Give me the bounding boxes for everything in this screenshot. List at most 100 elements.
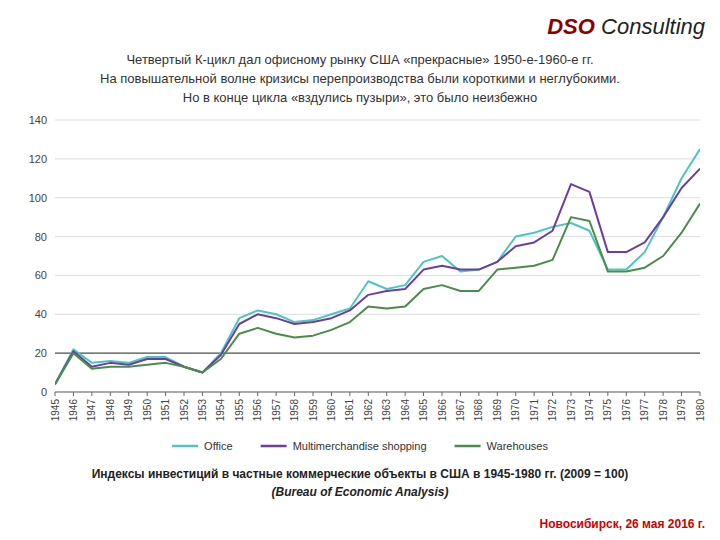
y-tick-label: 100: [29, 192, 47, 204]
x-tick: [73, 392, 74, 396]
legend-swatch: [172, 445, 198, 448]
grid-line: [55, 158, 700, 159]
x-tick: [331, 392, 332, 396]
brand-part: Consulting: [595, 14, 706, 39]
x-tick: [147, 392, 148, 396]
y-tick-label: 80: [35, 231, 47, 243]
y-tick-label: 120: [29, 153, 47, 165]
x-tick: [644, 392, 645, 396]
x-tick: [681, 392, 682, 396]
date: Новосибирск, 26 мая 2016 г.: [540, 517, 705, 531]
x-tick-label: 1976: [621, 399, 632, 422]
x-tick-label: 1963: [381, 399, 392, 422]
background: [0, 0, 720, 540]
x-tick-label: 1947: [86, 399, 97, 422]
legend-item: Multimerchandise shopping: [261, 440, 427, 452]
legend: Office Multimerchandise shopping Warehouse…: [172, 440, 548, 452]
x-tick: [405, 392, 406, 396]
x-tick: [386, 392, 387, 396]
x-tick-label: 1951: [160, 399, 171, 422]
y-tick-label: 20: [35, 347, 47, 359]
x-tick-label: 1974: [584, 399, 595, 422]
x-tick: [91, 392, 92, 396]
series-line: [55, 204, 700, 385]
series-line: [55, 169, 700, 385]
title: Четвертый К-цикл дал офисному рынку США …: [126, 52, 593, 67]
plot-area: [55, 149, 700, 384]
x-tick: [534, 392, 535, 396]
y-tick-label: 40: [35, 308, 47, 320]
x-tick-label: 1949: [123, 399, 134, 422]
x-tick: [460, 392, 461, 396]
grid: [55, 120, 700, 392]
chart: DSO ConsultingЧетвертый К-цикл дал офисн…: [0, 0, 720, 540]
x-tick: [497, 392, 498, 396]
y-tick-label: 60: [35, 269, 47, 281]
x-tick: [184, 392, 185, 396]
y-tick-label: 0: [41, 386, 47, 398]
x-tick-label: 1956: [252, 399, 263, 422]
x-tick: [128, 392, 129, 396]
x-tick-label: 1948: [105, 399, 116, 422]
x-axis-line: [55, 392, 700, 393]
legend-label: Warehouses: [487, 440, 549, 452]
x-tick-label: 1979: [676, 399, 687, 422]
x-tick-label: 1980: [695, 399, 706, 422]
x-tick-label: 1971: [529, 399, 540, 422]
x-tick: [220, 392, 221, 396]
x-tick: [368, 392, 369, 396]
x-tick: [552, 392, 553, 396]
x-tick-label: 1977: [639, 399, 650, 422]
x-tick: [442, 392, 443, 396]
x-tick: [110, 392, 111, 396]
x-tick-label: 1965: [418, 399, 429, 422]
x-tick: [478, 392, 479, 396]
x-tick: [607, 392, 608, 396]
footnote: (Bureau of Economic Analysis): [272, 485, 449, 499]
reference-line: [55, 353, 700, 354]
brand: DSO Consulting: [547, 14, 706, 39]
x-tick-label: 1973: [566, 399, 577, 422]
x-tick-label: 1955: [234, 399, 245, 422]
x-tick: [257, 392, 258, 396]
grid-line: [55, 392, 700, 393]
title: На повышательной волне кризисы перепроиз…: [100, 71, 620, 86]
x-tick: [239, 392, 240, 396]
x-tick-label: 1954: [215, 399, 226, 422]
legend-item: Office: [172, 440, 233, 452]
x-tick: [202, 392, 203, 396]
x-tick-label: 1968: [473, 399, 484, 422]
x-tick-label: 1966: [437, 399, 448, 422]
grid-line: [55, 275, 700, 276]
x-tick: [515, 392, 516, 396]
x-tick-label: 1970: [510, 399, 521, 422]
legend-label: Multimerchandise shopping: [293, 440, 427, 452]
brand-part: DSO: [547, 14, 595, 39]
x-tick: [589, 392, 590, 396]
x-tick: [165, 392, 166, 396]
y-tick-label: 140: [29, 114, 47, 126]
title: Но в конце цикла «вздулись пузыри», это …: [183, 90, 537, 105]
x-tick-label: 1946: [68, 399, 79, 422]
x-tick-label: 1952: [179, 399, 190, 422]
x-tick-label: 1958: [289, 399, 300, 422]
x-tick-label: 1972: [547, 399, 558, 422]
x-tick-label: 1950: [142, 399, 153, 422]
x-tick: [349, 392, 350, 396]
x-tick: [313, 392, 314, 396]
x-tick: [294, 392, 295, 396]
grid-line: [55, 314, 700, 315]
x-tick-label: 1960: [326, 399, 337, 422]
x-tick: [276, 392, 277, 396]
x-tick-label: 1978: [658, 399, 669, 422]
x-tick: [423, 392, 424, 396]
grid-line: [55, 353, 700, 354]
legend-swatch: [455, 445, 481, 448]
legend-swatch: [261, 445, 287, 448]
x-tick: [663, 392, 664, 396]
footnote: Индексы инвестиций в частные коммерчески…: [92, 467, 629, 481]
x-tick-label: 1964: [400, 399, 411, 422]
x-tick-label: 1945: [50, 399, 61, 422]
grid-line: [55, 120, 700, 121]
grid-line: [55, 197, 700, 198]
